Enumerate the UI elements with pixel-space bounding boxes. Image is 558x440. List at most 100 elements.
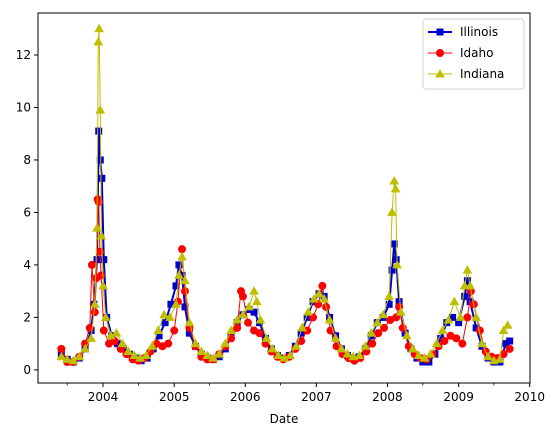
y-tick-label: 6 — [23, 205, 31, 219]
data-point-indiana — [360, 341, 371, 350]
data-point-indiana — [395, 307, 406, 316]
data-point-illinois — [388, 266, 396, 274]
data-point-illinois — [175, 261, 183, 269]
data-point-indiana — [471, 312, 482, 321]
x-tick-label: 2010 — [514, 390, 545, 404]
data-point-indiana — [117, 338, 128, 348]
data-point-indiana — [267, 343, 278, 353]
data-point-indiana — [425, 349, 436, 358]
data-point-indiana — [165, 312, 175, 321]
data-point-idaho — [180, 287, 189, 296]
data-point-indiana — [159, 309, 169, 319]
data-point-illinois — [95, 127, 103, 135]
data-point-indiana — [502, 320, 513, 329]
data-point-indiana — [483, 351, 493, 361]
data-point-indiana — [80, 343, 90, 353]
x-tick-label: 2009 — [443, 390, 474, 404]
data-point-idaho — [170, 326, 179, 335]
y-tick-label: 2 — [23, 310, 31, 324]
data-point-indiana — [100, 312, 111, 321]
data-point-idaho — [238, 292, 247, 301]
data-point-idaho — [244, 318, 253, 327]
x-tick-label: 2005 — [159, 390, 190, 404]
data-point-indiana — [449, 296, 460, 306]
legend-marker-illinois — [436, 28, 444, 36]
data-point-indiana — [330, 333, 341, 342]
data-point-indiana — [111, 328, 122, 337]
x-axis-title: Date — [270, 412, 299, 426]
data-point-indiana — [366, 328, 377, 337]
x-tick-label: 2006 — [230, 390, 261, 404]
data-point-indiana — [354, 350, 365, 359]
data-point-indiana — [372, 317, 383, 327]
y-tick-label: 4 — [23, 258, 31, 272]
x-axis: 2004 2005 2006 2007 2008 2009 2010 — [66, 383, 545, 404]
data-point-indiana — [384, 291, 395, 300]
data-point-idaho — [440, 337, 449, 346]
data-point-indiana — [89, 299, 100, 308]
data-point-idaho — [97, 271, 106, 280]
data-point-indiana — [477, 338, 487, 348]
data-point-indiana — [56, 351, 67, 361]
data-point-indiana — [249, 286, 259, 295]
y-tick-label: 12 — [16, 48, 31, 62]
y-tick-label: 10 — [16, 100, 31, 114]
data-point-indiana — [390, 183, 401, 193]
data-point-idaho — [374, 329, 383, 338]
legend-label-idaho: Idaho — [460, 46, 493, 60]
data-point-illinois — [463, 277, 471, 285]
data-point-illinois — [161, 319, 169, 327]
data-point-indiana — [413, 350, 424, 359]
data-point-indiana — [226, 325, 236, 335]
data-point-indiana — [297, 322, 307, 332]
legend-marker-indiana — [435, 68, 445, 78]
data-point-indiana — [86, 333, 96, 342]
data-point-idaho — [318, 281, 327, 290]
data-point-indiana — [153, 325, 163, 335]
data-point-indiana — [190, 338, 201, 348]
y-axis: 0 2 4 6 8 10 12 — [16, 48, 38, 377]
axes-frame — [37, 12, 531, 384]
data-point-indiana — [495, 354, 505, 363]
data-point-indiana — [465, 280, 475, 290]
data-point-idaho — [458, 339, 467, 348]
data-point-indiana — [129, 350, 140, 359]
y-tick-label: 8 — [23, 153, 31, 167]
data-point-indiana — [214, 349, 225, 358]
data-point-indiana — [303, 307, 314, 316]
data-point-indiana — [407, 343, 418, 353]
data-point-indiana — [273, 350, 284, 359]
data-point-indiana — [309, 294, 319, 303]
data-point-indiana — [336, 343, 347, 353]
data-point-idaho — [164, 339, 173, 348]
legend-marker-idaho — [436, 49, 444, 57]
data-point-indiana — [251, 296, 262, 306]
data-point-idaho — [233, 323, 242, 332]
data-point-indiana — [180, 275, 190, 285]
data-point-indiana — [94, 23, 104, 33]
data-point-idaho — [368, 339, 377, 348]
legend: Illinois Idaho Indiana — [422, 18, 525, 90]
data-point-indiana — [437, 325, 448, 335]
data-point-indiana — [342, 349, 353, 358]
data-point-indiana — [443, 315, 454, 324]
data-point-indiana — [387, 207, 397, 216]
data-point-illinois — [461, 292, 469, 300]
data-point-idaho — [452, 334, 461, 343]
data-point-idaho — [57, 344, 66, 353]
data-point-idaho — [505, 344, 514, 353]
legend-label-indiana: Indiana — [460, 67, 504, 81]
data-point-indiana — [98, 280, 109, 290]
data-point-indiana — [498, 325, 509, 335]
data-point-indiana — [389, 175, 400, 185]
data-point-indiana — [220, 338, 231, 348]
data-point-idaho — [87, 260, 96, 269]
data-point-indiana — [402, 330, 412, 340]
data-point-indiana — [147, 341, 158, 350]
data-point-indiana — [462, 265, 473, 274]
data-point-indiana — [141, 350, 152, 359]
data-point-indiana — [93, 36, 104, 46]
series-indiana — [56, 23, 513, 365]
